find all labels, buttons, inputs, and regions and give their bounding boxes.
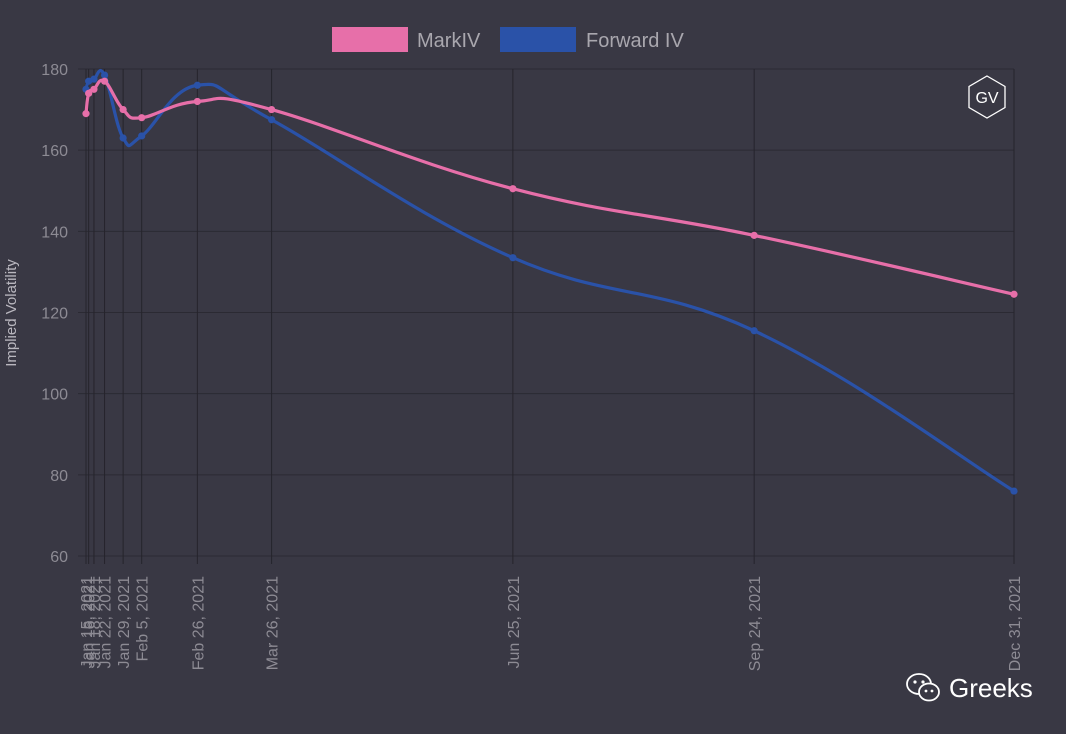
data-point-forward-iv[interactable] (509, 254, 517, 262)
y-tick-label: 60 (50, 549, 68, 566)
x-tick-label: Jun 25, 2021 (506, 576, 523, 669)
y-tick-label: 120 (41, 306, 68, 323)
x-tick-label: Feb 26, 2021 (190, 576, 207, 670)
logo-text: GV (975, 90, 998, 107)
x-tick-label: Sep 24, 2021 (747, 576, 764, 671)
x-tick-label: Jan 18, 2021 (87, 576, 104, 669)
hexagon-icon (968, 75, 1006, 119)
y-tick-label: 180 (41, 62, 68, 79)
data-point-forward-iv[interactable] (1010, 487, 1018, 495)
data-point-forward-iv[interactable] (138, 132, 146, 140)
data-point-markiv[interactable] (85, 89, 93, 97)
legend-label: MarkIV (417, 30, 481, 52)
series-line-markiv (84, 78, 1015, 296)
x-tick-label: Feb 5, 2021 (135, 576, 152, 662)
data-point-markiv[interactable] (750, 231, 758, 239)
data-point-markiv[interactable] (82, 110, 90, 118)
y-axis-label: Implied Volatility (3, 259, 20, 367)
legend-swatch (500, 27, 576, 52)
data-point-markiv[interactable] (119, 105, 127, 114)
data-point-markiv[interactable] (268, 105, 276, 114)
wechat-icon (906, 673, 940, 702)
data-point-forward-iv[interactable] (90, 75, 98, 83)
x-tick-label: Dec 31, 2021 (1007, 576, 1024, 671)
x-tick-label: Mar 26, 2021 (265, 576, 282, 670)
data-point-markiv[interactable] (100, 77, 109, 85)
y-tick-label: 160 (41, 143, 68, 160)
legend-label: Forward IV (586, 30, 684, 52)
data-point-markiv[interactable] (193, 97, 201, 106)
x-tick-label: Jan 16, 2021 (82, 576, 99, 669)
data-point-forward-iv[interactable] (750, 327, 758, 335)
data-point-markiv[interactable] (509, 185, 517, 193)
series (82, 68, 1018, 495)
y-tick-label: 100 (41, 387, 68, 404)
data-point-markiv[interactable] (1010, 290, 1018, 298)
series-line-forward-iv (84, 68, 1015, 493)
x-tick-label: Jan 15, 2021 (79, 576, 96, 669)
data-point-forward-iv[interactable] (100, 71, 109, 79)
data-point-markiv[interactable] (90, 85, 98, 93)
legend-item-forward-iv[interactable]: Forward IV (500, 27, 684, 52)
grid (78, 68, 1015, 564)
gv-logo: GV (968, 75, 1006, 119)
legend-swatch (332, 27, 408, 52)
series-markiv (82, 77, 1018, 298)
x-tick-label: Jan 29, 2021 (116, 576, 133, 669)
data-point-forward-iv[interactable] (193, 81, 201, 89)
watermark-text: Greeks (949, 672, 1033, 703)
y-axis: 60 80 100 120 140 160 180 (41, 62, 68, 566)
data-point-forward-iv[interactable] (268, 116, 276, 124)
watermark: Greeks (905, 672, 1033, 704)
series-forward-iv (82, 68, 1018, 495)
data-point-markiv[interactable] (138, 114, 146, 122)
legend-item-markiv[interactable]: MarkIV (332, 27, 481, 52)
x-tick-label: Jan 22, 2021 (98, 576, 115, 669)
legend[interactable]: MarkIV Forward IV (332, 27, 684, 52)
y-tick-label: 140 (41, 224, 68, 241)
y-tick-label: 80 (50, 468, 68, 485)
data-point-forward-iv[interactable] (119, 134, 127, 142)
